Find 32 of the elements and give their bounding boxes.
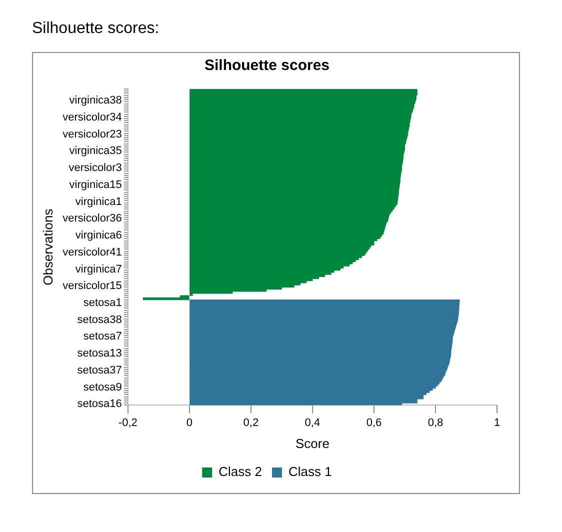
y-tick-label: versicolor3	[68, 162, 122, 174]
legend-label: Class 2	[218, 464, 262, 480]
y-tick-label: versicolor34	[62, 111, 122, 124]
y-tick-label: virginica15	[69, 178, 122, 191]
y-tick-label: virginica1	[75, 196, 122, 208]
y-tick-label: setosa16	[77, 398, 122, 410]
x-tick-label: 1	[494, 416, 500, 429]
y-tick-label: virginica38	[69, 94, 122, 107]
text: Silhouette scores:	[32, 20, 160, 38]
y-tick-label: setosa1	[83, 296, 122, 309]
x-tick-label: 0,8	[428, 416, 444, 429]
x-axis-title: Score	[295, 436, 330, 451]
y-tick-label: setosa38	[77, 314, 122, 326]
x-tick-label: 0	[186, 416, 192, 429]
y-tick-label: virginica35	[69, 145, 122, 158]
y-tick-label: setosa13	[77, 348, 122, 360]
y-tick-label: versicolor41	[62, 246, 122, 258]
y-tick-label: versicolor15	[62, 280, 122, 292]
x-tick-label: 0,4	[304, 416, 320, 429]
x-tick-label: -0,2	[118, 416, 138, 429]
y-tick-label: setosa7	[83, 330, 122, 343]
x-tick-label: 0,6	[366, 416, 382, 429]
y-tick-label: setosa37	[77, 364, 122, 376]
x-tick-label: 0,2	[243, 416, 259, 429]
y-tick-label: versicolor36	[62, 212, 122, 225]
y-tick-label: virginica6	[75, 230, 122, 242]
y-tick-label: virginica7	[75, 263, 122, 276]
y-axis-title: Observations	[40, 208, 56, 286]
y-tick-label: setosa9	[83, 381, 122, 394]
y-tick-label: versicolor23	[62, 128, 122, 140]
chart-title: Silhouette scores	[204, 57, 330, 74]
legend-label: Class 1	[288, 464, 332, 480]
